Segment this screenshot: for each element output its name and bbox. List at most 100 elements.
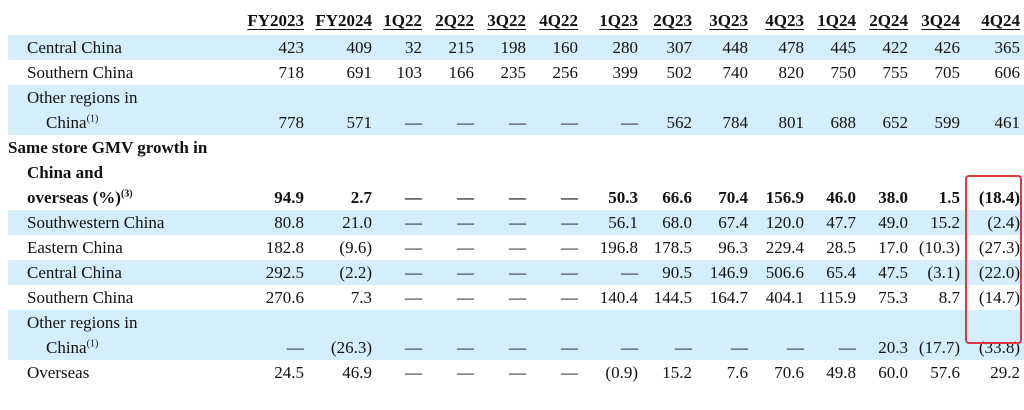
cell-value: 740: [722, 63, 749, 82]
cell-value: 7.3: [350, 288, 372, 307]
cell-value: 801: [752, 85, 808, 135]
cell-value: 365: [964, 35, 1024, 60]
cell-value: —: [240, 310, 308, 360]
cell-value: —: [478, 210, 530, 235]
cell-value: 24.5: [274, 363, 304, 382]
column-header: 4Q24: [964, 8, 1024, 35]
cell-value: —: [582, 85, 642, 135]
cell-value: 160: [530, 35, 582, 60]
cell-value: 146.9: [696, 260, 752, 285]
cell-value: —: [509, 188, 526, 207]
cell-value: —: [478, 310, 530, 360]
row-label-line: Other regions in: [8, 85, 240, 110]
row-label: Central China: [8, 35, 240, 60]
row-label-line: Central China: [8, 35, 240, 60]
cell-value: —: [478, 260, 530, 285]
row-label-text: Other regions in: [27, 313, 138, 332]
cell-value: 47.5: [860, 260, 912, 285]
cell-value: 29.2: [990, 363, 1020, 382]
cell-value: —: [405, 363, 422, 382]
table-row: Southern China 270.6 7.3 — — — — 140.4 144.5 164.…: [8, 285, 1024, 310]
cell-value: —: [582, 310, 642, 360]
cell-value: 755: [882, 63, 909, 82]
cell-value: —: [530, 210, 582, 235]
row-label-text: Central China: [27, 263, 122, 282]
cell-value: —: [376, 85, 426, 135]
cell-value: 140.4: [599, 288, 638, 307]
row-label-line: China(1): [8, 110, 240, 135]
column-header-text: 1Q23: [599, 11, 638, 30]
cell-value: —: [426, 85, 478, 135]
row-label-text: Southwestern China: [27, 213, 165, 232]
column-header-text: 4Q23: [765, 11, 804, 30]
cell-value: 7.6: [726, 363, 748, 382]
cell-value: 96.3: [718, 238, 748, 257]
cell-value: —: [561, 363, 578, 382]
cell-value: 80.8: [240, 210, 308, 235]
column-header-text: 3Q23: [709, 11, 748, 30]
cell-value: 120.0: [752, 210, 808, 235]
table-body: Central China 423 409 32 215 198 160 280 307 448 4…: [8, 35, 1024, 385]
cell-value: 705: [934, 63, 961, 82]
cell-value: 198: [478, 35, 530, 60]
column-header: 1Q24: [808, 8, 860, 35]
table-row: Central China 423 409 32 215 198 160 280 307 448 4…: [8, 35, 1024, 60]
cell-value: —: [582, 260, 642, 285]
row-label: Other regions in China(1): [8, 310, 240, 360]
cell-value: (0.9): [605, 363, 638, 382]
row-label: Eastern China: [8, 235, 240, 260]
row-label: Southern China: [8, 285, 240, 310]
cell-value: 103: [396, 63, 423, 82]
cell-value: 68.0: [642, 210, 696, 235]
row-label: Southern China: [8, 60, 240, 85]
row-label-line: Same store GMV growth in: [8, 135, 240, 160]
row-label-text: Southern China: [27, 63, 134, 82]
column-header: 1Q22: [376, 8, 426, 35]
cell-value: 90.5: [642, 260, 696, 285]
cell-value: —: [696, 310, 752, 360]
data-table: FY2023 FY2024 1Q22 2Q22 3Q22 4Q22 1Q23 2Q23 3Q23…: [8, 8, 1024, 385]
column-header-text: 1Q22: [383, 11, 422, 30]
footnote-ref: (1): [86, 338, 99, 350]
column-header-text: 3Q24: [921, 11, 960, 30]
footnote-ref: (3): [120, 188, 133, 200]
cell-value: 66.6: [662, 188, 692, 207]
cell-value: —: [808, 310, 860, 360]
row-label-line: China(1): [8, 335, 240, 360]
cell-value: —: [376, 310, 426, 360]
cell-value: (17.7): [912, 310, 964, 360]
column-header: FY2024: [308, 8, 376, 35]
cell-value: —: [561, 238, 578, 257]
cell-value: —: [642, 310, 696, 360]
row-label-text: overseas (%): [27, 188, 121, 207]
row-label: Same store GMV growth in China and oversea…: [8, 135, 240, 210]
cell-value: 60.0: [878, 363, 908, 382]
cell-value: —: [405, 238, 422, 257]
cell-value: (3.1): [912, 260, 964, 285]
cell-value: (26.3): [308, 310, 376, 360]
cell-value: 422: [860, 35, 912, 60]
column-header: 2Q23: [642, 8, 696, 35]
cell-value: (2.2): [308, 260, 376, 285]
cell-value: 820: [778, 63, 805, 82]
cell-value: 718: [278, 63, 305, 82]
cell-value: 8.7: [938, 288, 960, 307]
row-label-text: Eastern China: [27, 238, 123, 257]
cell-value: 562: [642, 85, 696, 135]
cell-value: —: [405, 288, 422, 307]
cell-value: 445: [808, 35, 860, 60]
cell-value: 399: [612, 63, 639, 82]
cell-value: 50.3: [608, 188, 638, 207]
row-label: Other regions in China(1): [8, 85, 240, 135]
cell-value: 270.6: [265, 288, 304, 307]
cell-value: 404.1: [765, 288, 804, 307]
cell-value: 38.0: [878, 188, 908, 207]
row-label-text: Other regions in: [27, 88, 138, 107]
column-header-text: 2Q23: [653, 11, 692, 30]
row-label-text: China: [46, 338, 87, 357]
cell-value: (9.6): [339, 238, 372, 257]
cell-value: (27.3): [978, 238, 1020, 257]
cell-value: (2.4): [964, 210, 1024, 235]
column-header-text: 1Q24: [817, 11, 856, 30]
cell-value: 235: [500, 63, 527, 82]
